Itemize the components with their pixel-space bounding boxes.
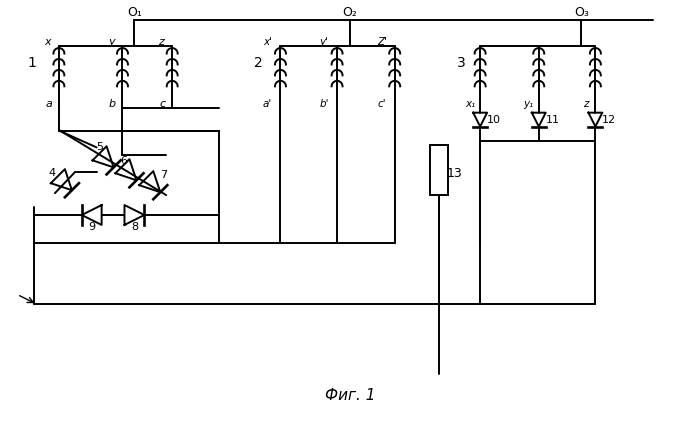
Text: z: z bbox=[582, 99, 588, 109]
Text: 9: 9 bbox=[88, 222, 95, 232]
Text: x': x' bbox=[263, 37, 272, 47]
Text: c': c' bbox=[377, 99, 386, 109]
Text: 6: 6 bbox=[120, 156, 127, 166]
Text: Фиг. 1: Фиг. 1 bbox=[325, 388, 375, 403]
Text: 11: 11 bbox=[546, 115, 560, 125]
Text: O₂: O₂ bbox=[342, 6, 358, 19]
Text: 5: 5 bbox=[96, 142, 103, 153]
Text: Z': Z' bbox=[377, 37, 387, 47]
Text: z: z bbox=[158, 37, 164, 47]
Text: 2: 2 bbox=[254, 56, 263, 70]
Text: O₃: O₃ bbox=[574, 6, 589, 19]
Text: 1: 1 bbox=[28, 56, 36, 70]
Text: x₁: x₁ bbox=[465, 99, 475, 109]
Text: y: y bbox=[108, 37, 115, 47]
Text: b: b bbox=[109, 99, 116, 109]
Text: O₁: O₁ bbox=[127, 6, 142, 19]
Text: 12: 12 bbox=[602, 115, 617, 125]
Text: 8: 8 bbox=[131, 222, 138, 232]
Text: y': y' bbox=[320, 37, 329, 47]
Text: b': b' bbox=[319, 99, 329, 109]
Text: a: a bbox=[46, 99, 52, 109]
Text: x: x bbox=[45, 37, 51, 47]
Text: 3: 3 bbox=[457, 56, 466, 70]
Text: 13: 13 bbox=[447, 167, 462, 180]
Text: y₁: y₁ bbox=[524, 99, 534, 109]
Text: a': a' bbox=[263, 99, 272, 109]
Text: 7: 7 bbox=[160, 170, 167, 180]
Text: 4: 4 bbox=[48, 168, 55, 178]
Text: 10: 10 bbox=[487, 115, 501, 125]
Bar bbox=[430, 145, 449, 195]
Text: c: c bbox=[159, 99, 165, 109]
